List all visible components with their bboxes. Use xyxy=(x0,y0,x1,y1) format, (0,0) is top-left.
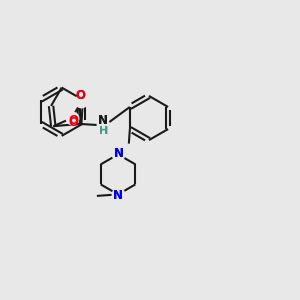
Text: N: N xyxy=(114,147,124,160)
Text: N: N xyxy=(114,147,124,160)
Text: H: H xyxy=(99,126,108,136)
Text: O: O xyxy=(68,114,78,127)
Text: O: O xyxy=(68,116,78,129)
Text: N: N xyxy=(98,114,108,127)
Text: N: N xyxy=(112,189,122,202)
Text: N: N xyxy=(98,114,108,127)
Text: N: N xyxy=(112,189,122,202)
Text: H: H xyxy=(99,126,108,136)
Text: O: O xyxy=(76,89,86,102)
Text: O: O xyxy=(76,89,86,102)
